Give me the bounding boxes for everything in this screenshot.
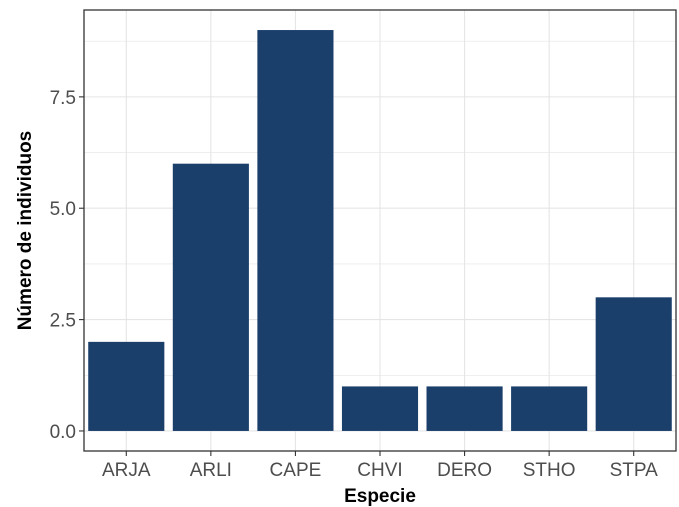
y-tick-label: 0.0: [50, 422, 76, 443]
bar-chvi: [341, 386, 419, 431]
bar-cape: [257, 30, 334, 431]
bars-layer: [88, 30, 672, 431]
x-tick-label-arja: ARJA: [102, 460, 151, 481]
bar-arli: [172, 163, 249, 431]
y-tick-label: 7.5: [50, 88, 76, 109]
x-tick-label-stho: STHO: [523, 460, 576, 481]
x-tick-label-arli: ARLI: [190, 460, 232, 481]
bar-stpa: [595, 297, 672, 431]
y-axis-title: Número de individuos: [15, 131, 36, 331]
bar-stho: [511, 386, 588, 431]
x-tick-label-stpa: STPA: [610, 460, 659, 481]
x-tick-label-dero: DERO: [437, 460, 492, 481]
bar-dero: [426, 386, 503, 431]
y-tick-label: 2.5: [50, 311, 76, 332]
y-tick-label: 5.0: [50, 199, 76, 220]
x-tick-label-chvi: CHVI: [357, 460, 402, 481]
bar-arja: [88, 341, 165, 431]
x-axis-title: Especie: [344, 486, 416, 507]
x-tick-label-cape: CAPE: [270, 460, 322, 481]
axis-layer: 0.0 2.5 5.0 7.5 ARJA ARLI CAPE CHVI DERO STHO STPA: [50, 88, 659, 481]
